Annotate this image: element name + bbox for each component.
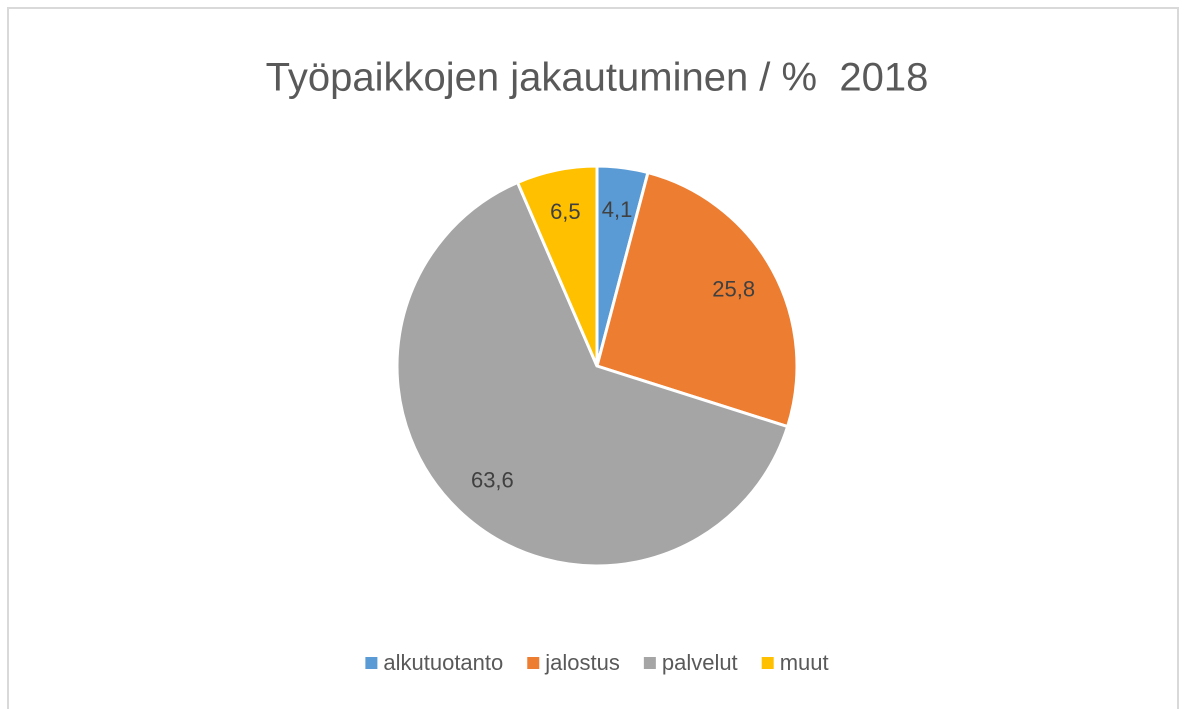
legend-label: alkutuotanto	[383, 650, 503, 675]
legend-swatch	[643, 657, 656, 669]
pie-slice	[515, 164, 599, 367]
data-label: 4,1	[602, 197, 633, 222]
legend-swatch	[527, 657, 540, 669]
data-label: 63,6	[471, 468, 514, 493]
legend-label: muut	[780, 650, 829, 675]
data-label: 6,5	[550, 199, 581, 224]
chart-title: Työpaikkojen jakautuminen / % 2018	[266, 56, 929, 100]
legend-label: jalostus	[544, 650, 620, 675]
legend-swatch	[365, 657, 378, 669]
legend-label: palvelut	[662, 650, 738, 675]
data-label: 25,8	[712, 277, 755, 302]
legend-swatch	[761, 657, 774, 669]
pie-slice	[395, 180, 790, 568]
pie-slice	[595, 170, 799, 429]
